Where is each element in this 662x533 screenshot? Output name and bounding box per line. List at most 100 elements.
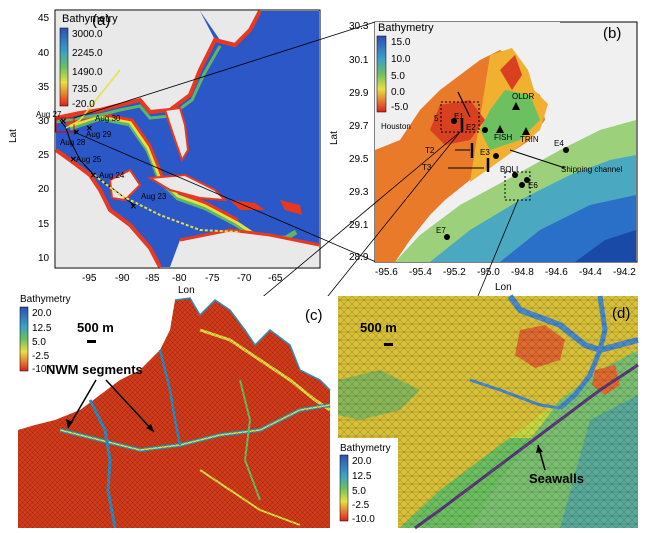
track-marker: ✕ [60,117,67,126]
x-tick: -95 [82,273,97,284]
x-tick: -94.8 [511,267,534,278]
y-tick: 15 [38,219,50,230]
y-tick: 25 [38,150,50,161]
y-tick: 29.9 [349,88,369,99]
station-label: TRIN [520,135,539,144]
x-tick: -80 [172,273,187,284]
colorbar-c-tick: 20.0 [32,308,52,319]
svg-text:✕: ✕ [73,128,80,137]
colorbar-b [376,35,387,113]
panel-b-xlabel: Lon [495,282,512,293]
y-tick: 29.1 [349,220,369,231]
svg-text:✕: ✕ [86,124,93,133]
colorbar-c2-tick: -2.5 [352,500,370,511]
city-label: Houston [381,122,411,131]
track-date-label: Aug 28 [60,138,86,147]
colorbar-c2 [339,454,349,522]
y-tick: 35 [38,82,50,93]
colorbar-a-tick: 2245.0 [72,48,103,59]
scale-bar [384,343,393,346]
y-tick: 29.5 [349,154,369,165]
colorbar-b-tick: 0.0 [391,87,405,98]
y-tick: 20 [38,184,50,195]
x-tick: -94.4 [579,267,602,278]
channel-label: Shipping channel [561,165,623,174]
colorbar-b-tick: 15.0 [391,37,411,48]
transect-label: 5 [434,114,439,123]
scale-label: 500 m [360,320,397,335]
y-tick: 30.1 [349,55,369,66]
x-tick: -85 [145,273,160,284]
x-tick: -75 [205,273,220,284]
colorbar-b-tick: 10.0 [391,54,411,65]
colorbar-c-tick: 12.5 [32,323,52,334]
x-tick: -95.2 [443,267,466,278]
station-label: E3 [480,148,490,157]
y-tick: 29.7 [349,121,369,132]
panel-a: ✕ ✕ ✕ ✕ ✕ ✕ Aug 27 Aug 28 Aug 29 Aug 30 … [8,9,321,296]
panel-c-label: (c) [305,307,323,324]
y-tick: 40 [38,48,50,59]
transect-label: T2 [425,146,435,155]
hurricane-track: ✕ ✕ ✕ ✕ ✕ ✕ [59,69,241,233]
x-tick: -95.6 [375,267,398,278]
svg-text:✕: ✕ [70,155,77,164]
station-label: OLDR [512,92,534,101]
panel-b-map [375,22,636,262]
colorbar-a-tick: 1490.0 [72,67,103,78]
zoom-connector [73,131,377,263]
track-date-label: Aug 30 [95,114,121,123]
station-label: E7 [436,226,446,235]
station-label: E6 [528,181,538,190]
zoom-connector [234,131,461,321]
seawall-annotation: Seawalls [529,471,584,486]
station-label: E1 [454,112,464,121]
colorbar-a [59,27,69,107]
colorbar-c2-tick: 12.5 [352,471,372,482]
panel-c-map [18,297,331,529]
panel-b-ylabel: Lat [329,131,340,145]
colorbar-c2-tick: -10.0 [352,514,375,525]
colorbar-b-title: Bathymetry [378,22,434,34]
track-date-label: Aug 24 [99,171,125,180]
x-tick: -95.0 [477,267,500,278]
colorbar-c-title: Bathymetry [20,294,71,305]
colorbar-c-tick: -2.5 [32,351,50,362]
panel-c: Bathymetry 20.0 12.5 5.0 -2.5 -10.0 500 … [18,294,398,529]
svg-text:✕: ✕ [90,171,97,180]
zoom-connector [73,21,376,119]
scale-bar [87,340,96,343]
y-tick: 10 [38,253,50,264]
svg-text:✕: ✕ [130,202,137,211]
zoom-connector [477,199,519,297]
colorbar-a-tick: 735.0 [72,84,97,95]
transect-label: T3 [422,163,432,172]
panel-a-xlabel: Lon [178,285,195,296]
y-tick: 30.3 [349,21,369,32]
station-label: E2 [466,123,476,132]
y-tick: 45 [38,13,50,24]
colorbar-c [19,306,29,372]
track-date-label: Aug 27 [36,110,62,119]
station-label: BOLI [500,165,518,174]
panel-b: OLDR FISH TRIN E1 E2 E3 E4 BOLI E6 E7 Ho… [329,21,638,293]
track-date-label: Aug 29 [86,130,112,139]
colorbar-c2-tick: 5.0 [352,486,366,497]
colorbar-c2-tick: 20.0 [352,456,372,467]
x-tick: -94.2 [613,267,636,278]
panel-d-label: (d) [612,305,630,322]
colorbar-c-tick: -10.0 [32,364,55,375]
colorbar-a-tick: 3000.0 [72,29,103,40]
scale-label: 500 m [77,320,114,335]
panel-a-ylabel: Lat [8,129,19,143]
colorbar-b-tick: 5.0 [391,71,405,82]
colorbar-a-title: Bathymetry [62,13,118,25]
x-tick: -90 [115,273,130,284]
panel-d-map [338,294,639,530]
x-tick: -94.6 [545,267,568,278]
track-date-label: Aug 25 [76,155,102,164]
y-tick: 29.3 [349,187,369,198]
nwm-annotation: NWM segments [46,362,143,377]
x-tick: -70 [237,273,252,284]
x-tick: -65 [268,273,283,284]
